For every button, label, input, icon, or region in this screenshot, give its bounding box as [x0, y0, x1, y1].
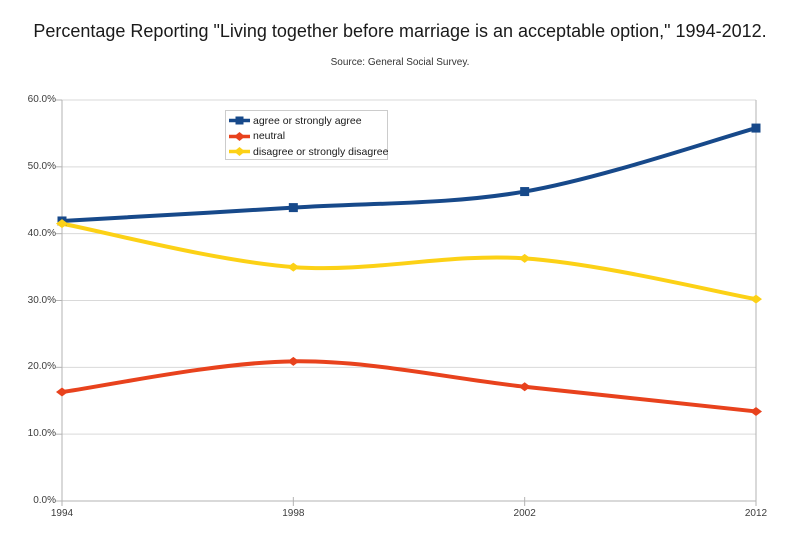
legend-marker-disagree-icon [229, 147, 250, 157]
legend-item-agree: agree or strongly agree [229, 113, 387, 129]
data-point-marker [750, 294, 762, 304]
legend: agree or strongly agree neutral disagree… [225, 110, 388, 160]
series-line-2 [61, 221, 757, 302]
legend-marker-agree-icon [229, 116, 250, 125]
y-axis-tick-label: 10.0% [27, 428, 56, 440]
chart-subtitle: Source: General Social Survey. [330, 57, 470, 68]
series-line-1 [61, 359, 757, 414]
y-axis-tick-label: 60.0% [27, 94, 56, 105]
x-axis-tick-label: 1998 [282, 508, 305, 519]
x-axis-tick-label: 1994 [50, 508, 74, 519]
legend-label: agree or strongly agree [253, 114, 362, 127]
data-point-marker [518, 253, 531, 263]
y-axis-tick-label: 30.0% [27, 294, 56, 306]
y-axis-tick-label: 0.0% [33, 495, 56, 506]
data-point-marker [518, 382, 531, 392]
legend-item-neutral: neutral [229, 129, 387, 145]
x-axis-tick-label: 2012 [744, 508, 768, 519]
data-point-marker [520, 187, 530, 197]
legend-label: disagree or strongly disagree [253, 145, 389, 158]
data-point-marker [750, 406, 762, 416]
data-point-marker [288, 203, 298, 213]
data-point-marker [287, 262, 300, 272]
y-axis-tick-label: 50.0% [27, 160, 56, 172]
legend-marker-neutral-icon [229, 131, 250, 141]
y-axis-tick-label: 20.0% [27, 361, 56, 373]
data-point-marker [287, 356, 300, 366]
data-point-marker [56, 387, 68, 397]
y-axis-tick-label: 40.0% [27, 227, 56, 239]
data-point-marker [56, 219, 68, 229]
x-axis-tick-label: 2002 [513, 508, 536, 519]
data-point-marker [751, 123, 761, 133]
legend-item-disagree: disagree or strongly disagree [229, 144, 389, 160]
series-line-0 [61, 126, 757, 223]
legend-label: neutral [253, 130, 286, 143]
chart-title: Percentage Reporting "Living together be… [33, 21, 767, 41]
